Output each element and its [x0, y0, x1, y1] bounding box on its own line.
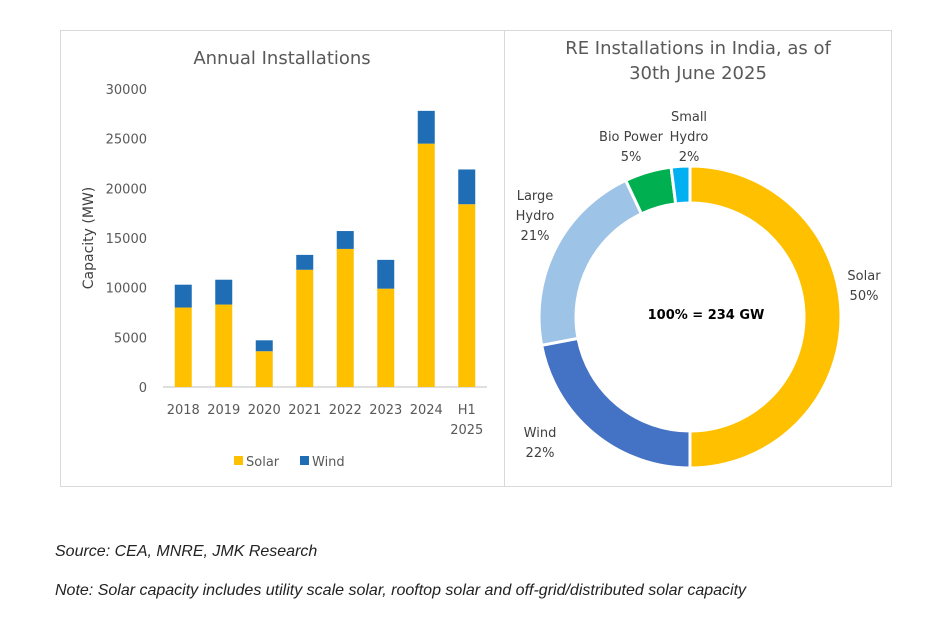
donut-slice-small-hydro	[669, 164, 692, 206]
donut-slice-label: Hydro	[670, 130, 709, 145]
bar-wind-2022	[336, 231, 354, 249]
y-tick-label: 0	[139, 381, 147, 396]
bar-wind-2019	[215, 279, 233, 305]
x-tick-label: 2019	[207, 403, 240, 418]
donut-slice-label: Solar	[847, 269, 881, 284]
bar-solar-2019	[215, 304, 233, 387]
bar-wind-h1-2025	[458, 169, 476, 205]
y-tick-label: 5000	[114, 331, 147, 346]
bar-wind-2024	[417, 110, 435, 144]
bar-solar-2021	[296, 269, 314, 387]
donut-slice-label: Bio Power	[599, 130, 664, 145]
y-tick-label: 20000	[106, 182, 147, 197]
donut-slice-large-hydro	[537, 178, 644, 348]
x-tick-label: 2020	[248, 403, 281, 418]
bar-wind-2020	[255, 340, 273, 352]
legend-label-wind: Wind	[312, 455, 345, 470]
legend-swatch-wind	[300, 456, 309, 465]
donut-title-line: 30th June 2025	[629, 63, 767, 84]
x-tick-label: 2018	[167, 403, 200, 418]
bar-wind-2021	[296, 254, 314, 270]
bar-chart-title: Annual Installations	[193, 48, 370, 69]
y-tick-label: 30000	[106, 83, 147, 98]
chart-panel	[60, 30, 892, 487]
x-tick-label: 2023	[369, 403, 402, 418]
donut-slice-label: Wind	[524, 426, 557, 441]
bar-wind-2018	[174, 284, 192, 308]
bar-solar-2020	[255, 351, 273, 387]
donut-center-label: 100% = 234 GW	[648, 308, 765, 323]
y-tick-label: 15000	[106, 232, 147, 247]
x-tick-label: 2022	[329, 403, 362, 418]
donut-slice-label: Large	[517, 189, 554, 204]
legend-swatch-solar	[234, 456, 243, 465]
donut-title-line: RE Installations in India, as of	[565, 38, 831, 59]
donut-slice-wind	[539, 336, 692, 470]
bar-solar-2022	[336, 248, 354, 387]
bar-solar-2023	[377, 288, 395, 387]
donut-slice-percent: 5%	[621, 150, 642, 165]
x-tick-label: 2025	[450, 423, 483, 438]
x-tick-label: H1	[458, 403, 476, 418]
panel-divider	[504, 30, 505, 487]
source-note: Source: CEA, MNRE, JMK Research	[55, 543, 318, 560]
bar-solar-2024	[417, 143, 435, 387]
donut-slice-percent: 22%	[526, 446, 555, 461]
donut-slice-solar	[688, 164, 843, 470]
solar-capacity-note: Note: Solar capacity includes utility sc…	[55, 582, 747, 599]
bar-wind-2023	[377, 259, 395, 289]
bar-solar-h1-2025	[458, 204, 476, 387]
y-tick-label: 25000	[106, 133, 147, 148]
legend-label-solar: Solar	[246, 455, 280, 470]
x-tick-label: 2021	[288, 403, 321, 418]
y-axis-label: Capacity (MW)	[81, 187, 97, 289]
donut-slice-percent: 21%	[521, 229, 550, 244]
donut-slice-label: Small	[671, 110, 707, 125]
y-tick-label: 10000	[106, 282, 147, 297]
bar-solar-2018	[174, 307, 192, 387]
donut-slice-percent: 50%	[850, 289, 879, 304]
donut-slice-percent: 2%	[679, 150, 700, 165]
x-tick-label: 2024	[410, 403, 443, 418]
donut-slice-label: Hydro	[516, 209, 555, 224]
